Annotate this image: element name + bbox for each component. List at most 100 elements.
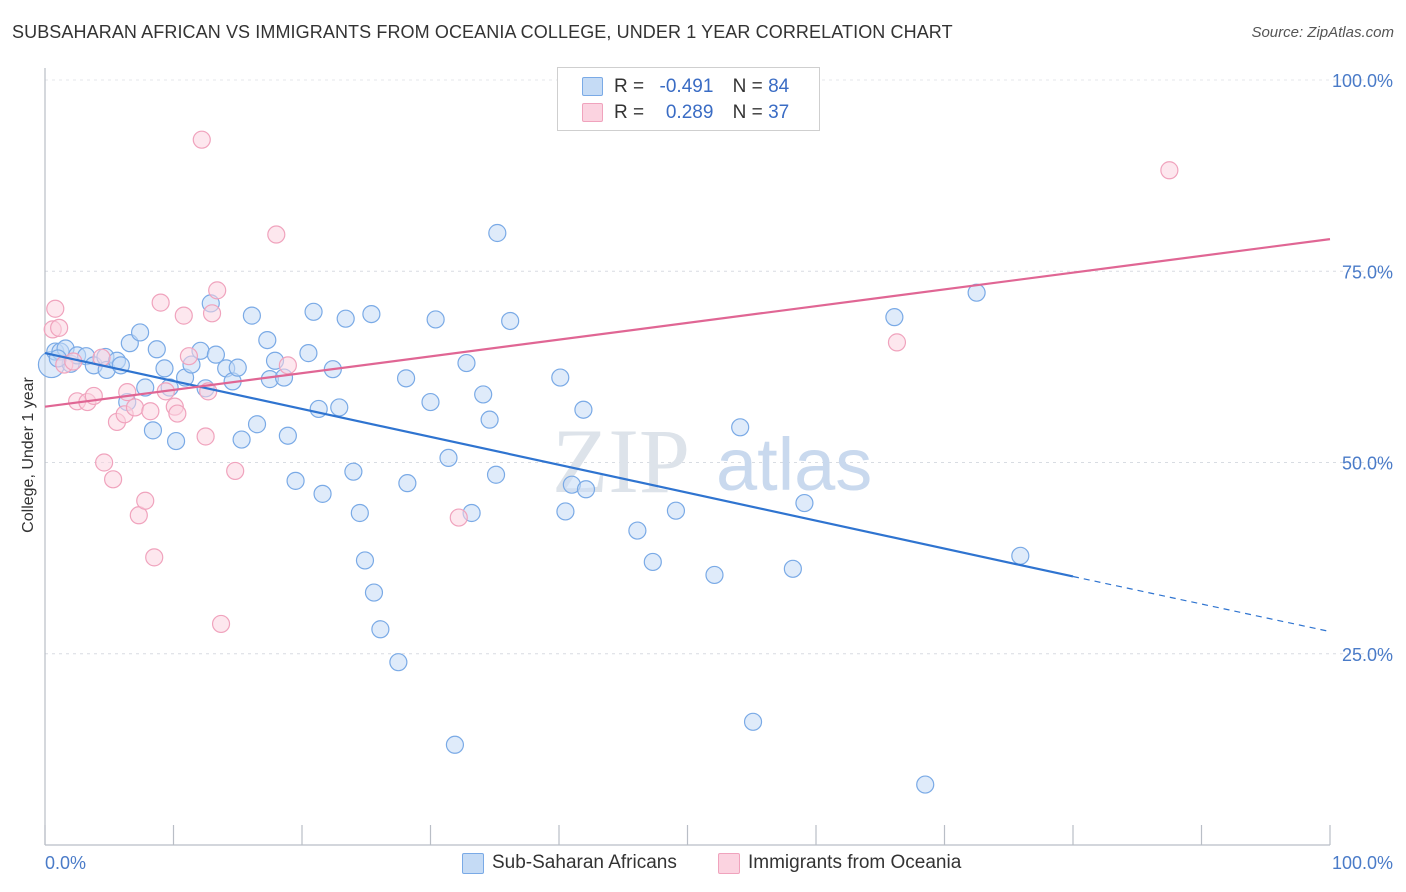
point-subsaharan	[350, 503, 369, 523]
point-subsaharan	[313, 484, 332, 503]
axes	[44, 68, 1331, 846]
x-tick-label: 100.0%	[1332, 853, 1393, 873]
point-subsaharan	[488, 223, 507, 243]
point-subsaharan	[501, 311, 520, 331]
point-subsaharan	[147, 340, 166, 359]
point-subsaharan	[439, 448, 458, 468]
point-subsaharan	[143, 421, 163, 440]
trend-line-oceania	[44, 238, 1331, 408]
point-subsaharan	[155, 359, 174, 378]
point-subsaharan	[576, 480, 596, 499]
legend-r-label: R =	[614, 76, 645, 97]
point-subsaharan	[136, 378, 155, 397]
bottom-legend-swatch-pink	[718, 853, 740, 874]
point-subsaharan	[304, 302, 323, 321]
point-subsaharan	[783, 559, 802, 578]
point-subsaharan	[206, 345, 226, 364]
point-oceania	[887, 333, 907, 352]
point-subsaharan	[731, 418, 750, 437]
trend-line-subsaharan	[44, 352, 1074, 578]
point-oceania	[104, 470, 123, 489]
point-subsaharan	[398, 474, 417, 493]
legend-text-oceania: R = 0.289 N = 37	[614, 102, 789, 124]
y-tick-label: 50.0%	[1342, 454, 1393, 474]
point-oceania	[211, 614, 231, 634]
trend-line-subsaharan-extension	[1072, 575, 1331, 633]
x-tick-labels: 0.0% 100.0%	[45, 853, 1393, 873]
point-subsaharan	[743, 712, 763, 731]
legend-n-value: 84	[768, 76, 790, 97]
point-subsaharan	[355, 551, 375, 570]
legend-n-label: N =	[732, 102, 763, 123]
point-subsaharan	[486, 465, 506, 484]
point-oceania	[202, 304, 222, 323]
point-oceania	[125, 398, 145, 417]
bottom-legend-label: Immigrants from Oceania	[748, 852, 962, 873]
legend-swatch-blue	[582, 77, 603, 96]
point-subsaharan	[574, 400, 593, 419]
y-axis-label: College, Under 1 year	[20, 377, 37, 533]
bottom-legend-label: Sub-Saharan Africans	[492, 852, 677, 873]
point-subsaharan	[242, 306, 261, 325]
point-oceania	[168, 404, 187, 423]
y-tick-label: 75.0%	[1342, 262, 1393, 282]
point-subsaharan	[426, 310, 445, 329]
y-tick-labels: 100.0% 75.0% 50.0% 25.0%	[1332, 71, 1393, 665]
y-tick-label: 25.0%	[1342, 645, 1393, 665]
point-subsaharan	[130, 323, 150, 342]
legend-n-value: 37	[768, 102, 790, 123]
point-subsaharan	[795, 493, 814, 513]
point-subsaharan	[396, 369, 416, 388]
point-oceania	[278, 356, 297, 375]
correlation-legend: R = -0.491 N = 84 R = 0.289 N = 37	[557, 67, 820, 131]
point-oceania	[136, 491, 155, 510]
y-tick-label: 100.0%	[1332, 71, 1393, 91]
source-credit: Source: ZipAtlas.com	[1251, 24, 1394, 41]
point-subsaharan	[885, 308, 904, 327]
point-subsaharan	[556, 502, 575, 521]
point-subsaharan	[705, 565, 724, 585]
legend-n-label: N =	[732, 76, 763, 97]
point-subsaharan	[628, 521, 647, 540]
point-subsaharan	[166, 431, 186, 451]
legend-r-value: 0.289	[665, 102, 714, 123]
point-subsaharan	[445, 735, 465, 754]
point-subsaharan	[362, 304, 381, 324]
x-tick-label: 0.0%	[45, 853, 86, 873]
legend-swatch-pink	[582, 103, 603, 122]
point-oceania	[145, 548, 164, 567]
point-subsaharan	[286, 471, 305, 490]
point-subsaharan	[666, 501, 686, 520]
point-subsaharan	[474, 385, 493, 404]
point-oceania	[141, 402, 160, 421]
chart-title: SUBSAHARAN AFRICAN VS IMMIGRANTS FROM OC…	[12, 22, 953, 42]
point-subsaharan	[299, 344, 318, 363]
point-oceania	[50, 318, 69, 337]
legend-r-label: R =	[614, 102, 645, 123]
point-subsaharan	[364, 583, 384, 602]
point-oceania	[226, 461, 245, 481]
trend-lines	[44, 238, 1331, 633]
point-subsaharan	[330, 398, 349, 417]
point-subsaharan	[389, 653, 408, 672]
point-subsaharan	[278, 426, 297, 445]
point-oceania	[267, 225, 286, 244]
point-subsaharan	[258, 331, 277, 350]
legend-r-value: -0.491	[659, 76, 714, 97]
watermark-atlas: atlas	[716, 423, 872, 506]
point-subsaharan	[551, 368, 570, 387]
point-oceania	[449, 508, 468, 527]
point-subsaharan	[1011, 546, 1030, 565]
point-subsaharan	[421, 392, 440, 412]
point-subsaharan	[336, 309, 355, 328]
point-oceania	[118, 383, 137, 402]
point-oceania	[192, 130, 211, 149]
point-subsaharan	[371, 620, 390, 639]
point-subsaharan	[480, 410, 499, 429]
point-oceania	[95, 453, 114, 472]
point-subsaharan	[643, 552, 662, 572]
point-subsaharan	[247, 415, 267, 434]
point-oceania	[174, 306, 193, 325]
point-oceania	[46, 299, 65, 318]
